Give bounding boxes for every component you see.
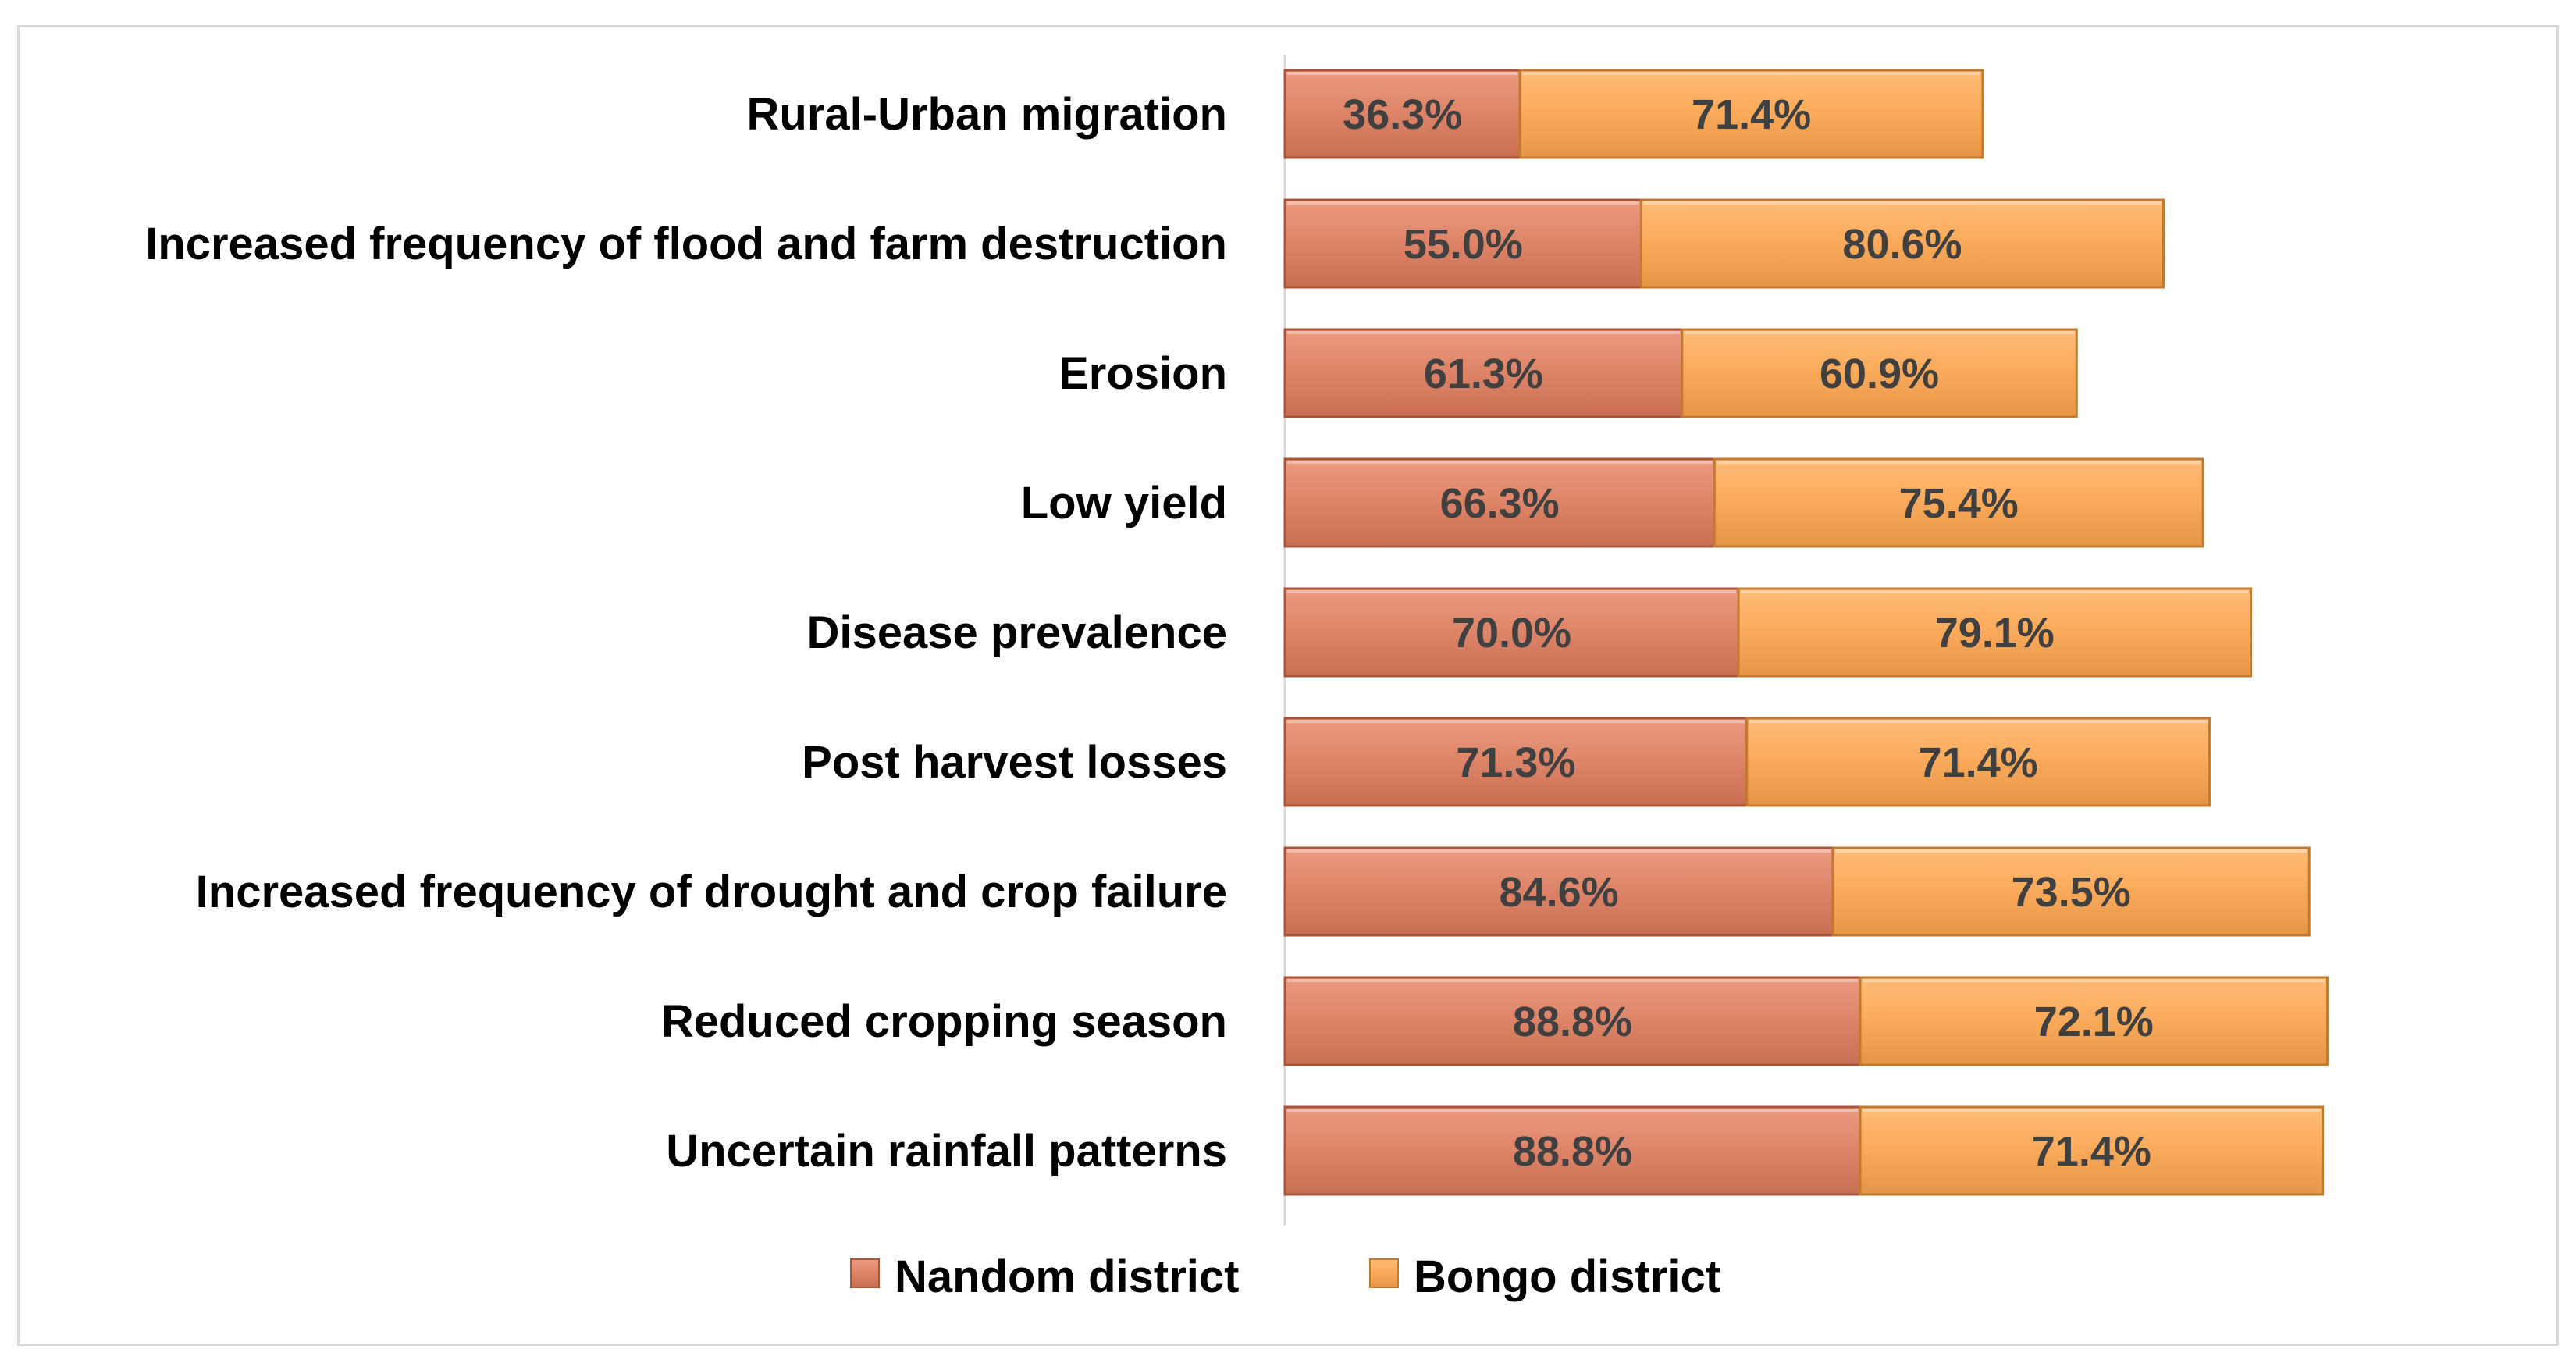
legend: Nandom district Bongo district xyxy=(850,1251,1720,1302)
data-label: 80.6% xyxy=(1842,221,1962,268)
data-label: 71.3% xyxy=(1456,739,1575,786)
bar-nandom xyxy=(1283,717,1749,807)
legend-swatch-nandom xyxy=(850,1258,880,1288)
bar-bongo xyxy=(1859,976,2329,1066)
data-label: 71.4% xyxy=(1692,91,1811,138)
category-label: Post harvest losses xyxy=(802,737,1227,788)
data-label: 60.9% xyxy=(1820,351,1939,397)
data-label: 73.5% xyxy=(2012,869,2131,916)
category-label: Uncertain rainfall patterns xyxy=(666,1126,1227,1177)
category-label: Low yield xyxy=(1021,478,1227,529)
data-label: 75.4% xyxy=(1899,480,2019,527)
legend-swatch-bongo xyxy=(1369,1258,1399,1288)
data-label: 71.4% xyxy=(2032,1128,2151,1175)
category-label: Erosion xyxy=(1059,348,1227,399)
category-label: Increased frequency of flood and farm de… xyxy=(145,219,1227,269)
category-label: Disease prevalence xyxy=(807,607,1227,658)
data-label: 55.0% xyxy=(1404,221,1523,268)
bar-nandom xyxy=(1283,328,1684,418)
data-label: 79.1% xyxy=(1935,610,2055,657)
bar-bongo xyxy=(1859,1105,2325,1196)
bar-bongo xyxy=(1713,457,2204,548)
bar-bongo xyxy=(1681,328,2078,418)
category-label: Rural-Urban migration xyxy=(747,89,1228,140)
category-label: Increased frequency of drought and crop … xyxy=(196,867,1227,917)
data-label: 36.3% xyxy=(1343,91,1462,138)
bar-bongo xyxy=(1518,69,1984,159)
data-label: 66.3% xyxy=(1440,480,1560,527)
data-label: 88.8% xyxy=(1513,1128,1632,1175)
bar-nandom xyxy=(1283,846,1834,937)
data-label: 71.4% xyxy=(1919,739,2038,786)
legend-label-bongo: Bongo district xyxy=(1414,1251,1720,1302)
bar-bongo xyxy=(1831,846,2311,937)
bars-layer xyxy=(1283,69,2329,1196)
data-label: 61.3% xyxy=(1424,351,1543,397)
data-label: 70.0% xyxy=(1452,610,1571,657)
labels-layer: Rural-Urban migration 36.3% 71.4% Increased… xyxy=(145,89,2154,1177)
bar-nandom xyxy=(1283,587,1740,678)
bar-bongo xyxy=(1745,717,2211,807)
bar-bongo xyxy=(1640,198,2165,289)
bar-nandom xyxy=(1283,1105,1862,1196)
bar-nandom xyxy=(1283,69,1521,159)
data-label: 88.8% xyxy=(1513,999,1632,1045)
data-label: 84.6% xyxy=(1500,869,1619,916)
category-label: Reduced cropping season xyxy=(661,996,1227,1047)
bar-nandom xyxy=(1283,198,1642,289)
legend-label-nandom: Nandom district xyxy=(895,1251,1240,1302)
data-label: 72.1% xyxy=(2034,999,2154,1045)
bar-bongo xyxy=(1737,587,2253,678)
